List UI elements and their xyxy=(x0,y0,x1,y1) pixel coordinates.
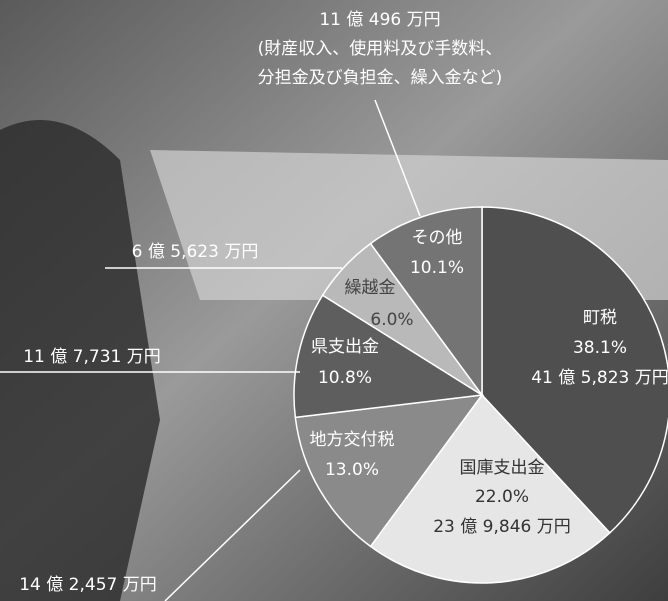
percent-label: 38.1% xyxy=(573,338,627,358)
slice-label: その他 xyxy=(412,228,463,248)
slice-label: 繰越金 xyxy=(345,278,396,298)
note-line: (財産収入、使用料及び手数料、 xyxy=(258,38,503,59)
slice-label: 町税 xyxy=(583,308,617,328)
slice-label: 県支出金 xyxy=(311,337,379,357)
percent-label: 6.0% xyxy=(370,310,413,330)
percent-label: 13.0% xyxy=(325,460,379,480)
chart: 町税 38.1% 国庫支出金 22.0% 地方交付税 13.0% 県支出金 10.8% 繰越金 6… xyxy=(0,0,668,601)
amount-label: 11 億 7,731 万円 xyxy=(23,347,161,367)
amount-label: 41 億 5,823 万円 xyxy=(531,368,668,388)
slice-label: 国庫支出金 xyxy=(460,458,545,478)
amount-label: 6 億 5,623 万円 xyxy=(132,242,259,262)
slice-label: 地方交付税 xyxy=(310,430,395,450)
percent-label: 10.1% xyxy=(410,258,464,278)
percent-label: 10.8% xyxy=(318,368,372,388)
page: 町税 38.1% 国庫支出金 22.0% 地方交付税 13.0% 県支出金 10.8% 繰越金 6… xyxy=(0,0,668,601)
amount-label: 14 億 2,457 万円 xyxy=(19,575,157,595)
note-line: 分担金及び負担金、繰入金など) xyxy=(258,68,503,88)
amount-label: 23 億 9,846 万円 xyxy=(433,517,571,537)
percent-label: 22.0% xyxy=(475,487,529,507)
amount-label: 11 億 496 万円 xyxy=(319,10,440,30)
